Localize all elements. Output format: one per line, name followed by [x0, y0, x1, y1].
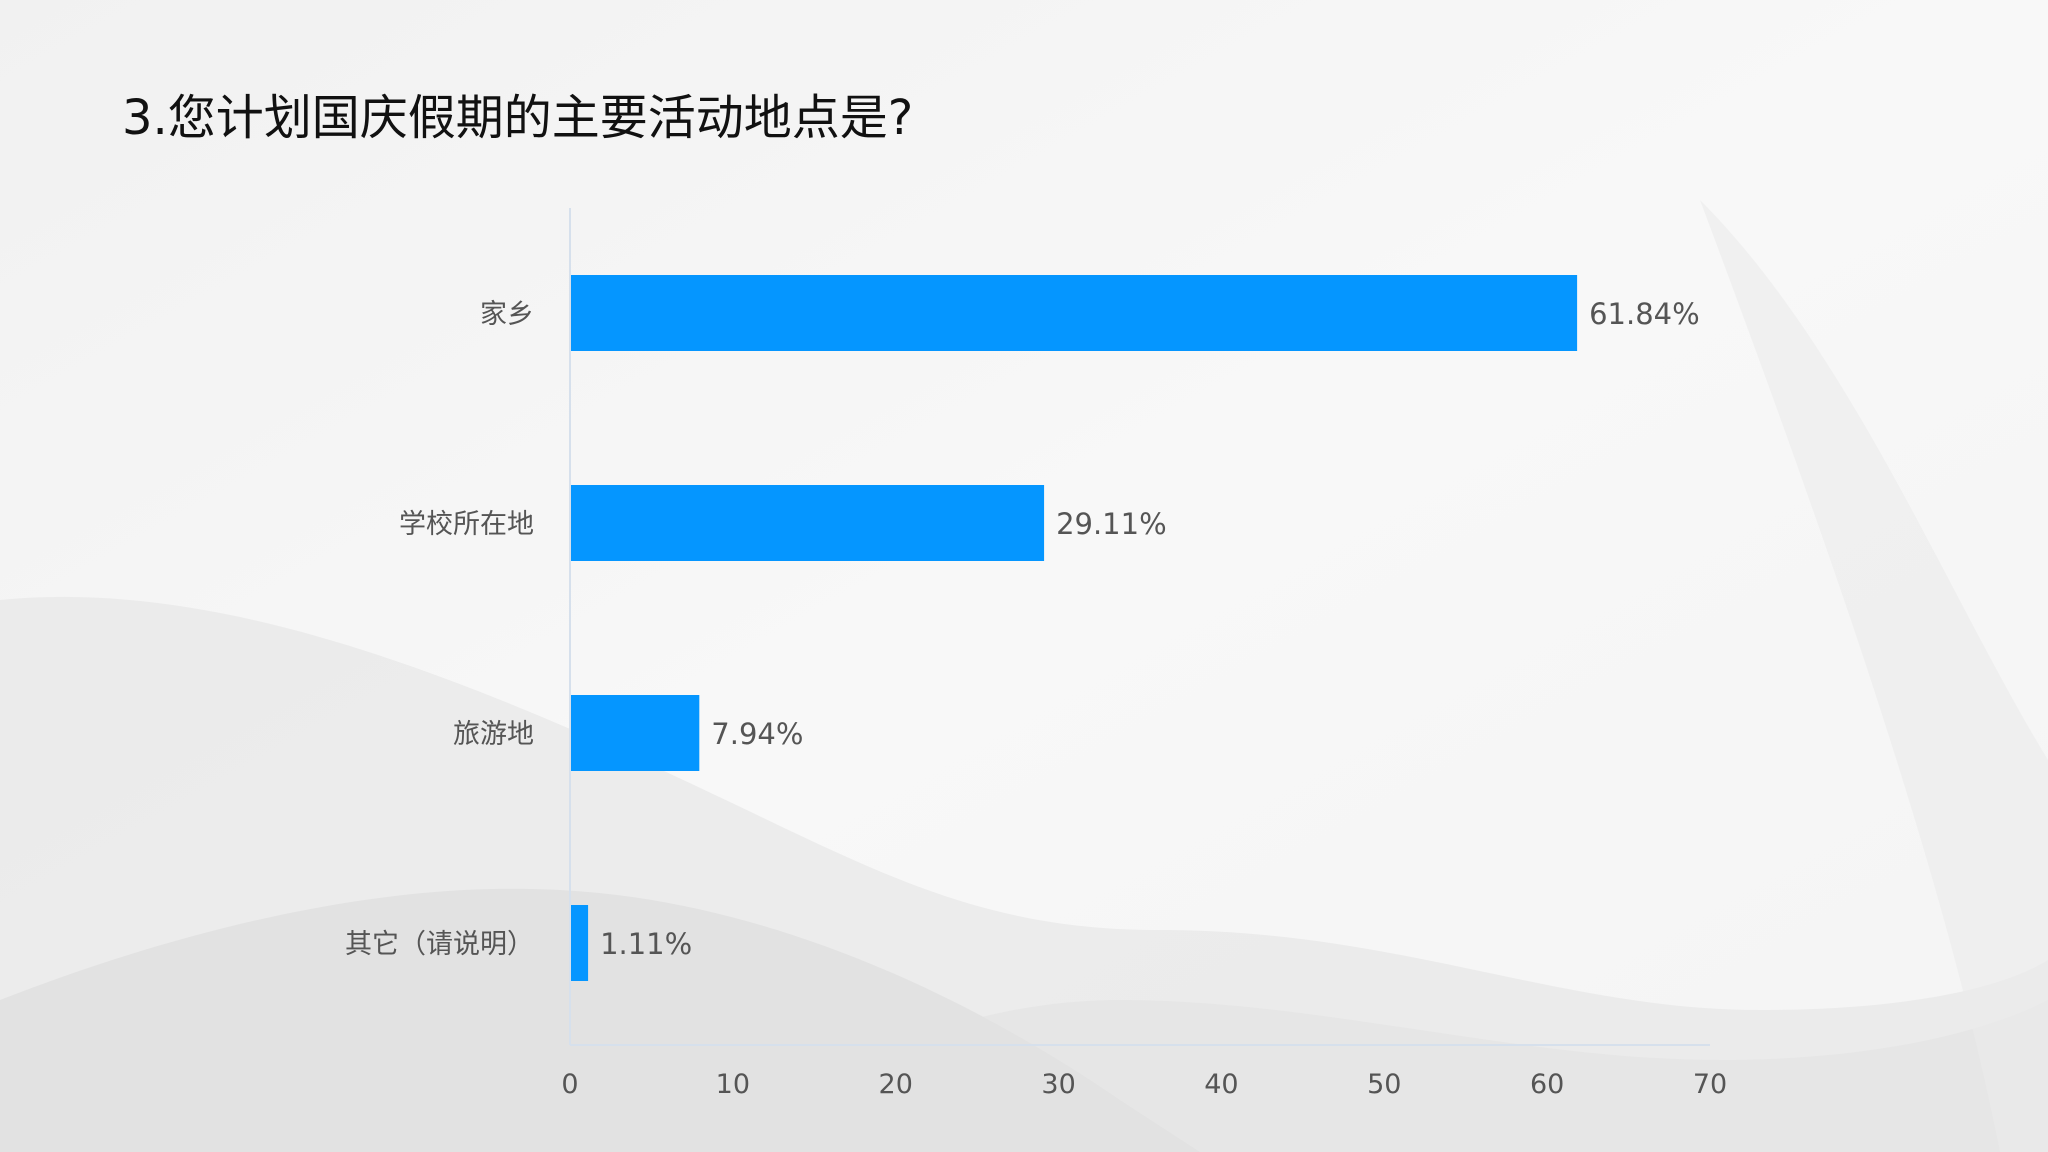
x-tick-label: 20 — [879, 1069, 913, 1100]
x-tick-label: 40 — [1204, 1069, 1238, 1100]
bar — [571, 905, 589, 981]
bar — [571, 275, 1578, 351]
x-tick-label: 70 — [1693, 1069, 1727, 1100]
category-label: 其它（请说明） — [345, 929, 534, 960]
x-tick-label: 30 — [1041, 1069, 1075, 1100]
bar — [571, 695, 700, 771]
x-tick-label: 10 — [716, 1069, 750, 1100]
page-title: 3.您计划国庆假期的主要活动地点是? — [122, 90, 914, 146]
data-label: 7.94% — [711, 717, 803, 751]
category-label: 家乡 — [480, 299, 534, 330]
bar — [571, 485, 1045, 561]
category-label: 旅游地 — [453, 719, 534, 750]
x-tick-label: 60 — [1530, 1069, 1564, 1100]
x-tick-label: 0 — [561, 1069, 578, 1100]
data-label: 1.11% — [600, 927, 692, 961]
x-tick-label: 50 — [1367, 1069, 1401, 1100]
category-label: 学校所在地 — [399, 509, 534, 540]
data-label: 61.84% — [1589, 297, 1700, 331]
data-label: 29.11% — [1056, 507, 1167, 541]
